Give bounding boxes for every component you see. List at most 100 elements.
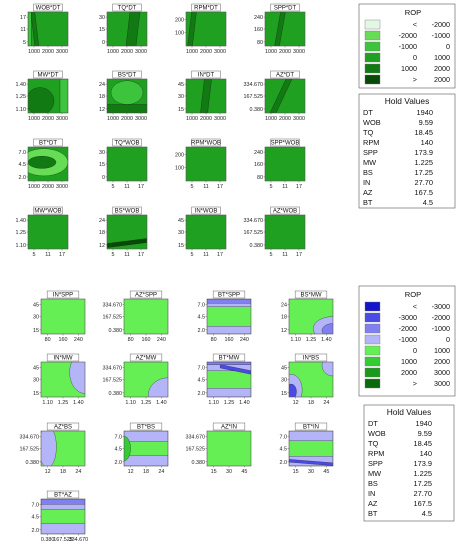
y-tick-label: 45 [178, 218, 184, 224]
y-tick-label: 7.0 [280, 434, 288, 440]
y-tick-label: 45 [33, 365, 39, 371]
contour-field [41, 362, 85, 397]
y-tick-label: 2.0 [32, 528, 40, 534]
panel-title-box [191, 3, 221, 12]
panel-bs-mw: BS*MW 1.10 1.25 1.40 24 18 12 [281, 290, 334, 343]
x-tick-label: 11 [203, 252, 209, 258]
hold-value: 167.5 [414, 499, 433, 508]
contour-region [207, 362, 251, 365]
x-tick-label: 15 [211, 469, 217, 475]
hold-value-name: MW [368, 469, 381, 478]
x-tick-label: 1.10 [290, 337, 301, 343]
panel-in-dt: IN*DT 1000 2000 3000 45 30 15 [178, 70, 227, 122]
y-tick-label: 17 [20, 15, 26, 21]
y-tick-label: 240 [254, 150, 263, 156]
x-tick-label: 1.40 [321, 337, 332, 343]
x-tick-label: 24 [75, 469, 81, 475]
x-tick-label: 45 [323, 469, 329, 475]
contour-field [186, 12, 226, 46]
x-tick-label: 80 [45, 337, 51, 343]
x-tick-label: 45 [241, 469, 247, 475]
y-tick-label: 0.380 [192, 460, 206, 466]
y-tick-label: 15 [99, 27, 105, 33]
contour-region [59, 79, 68, 113]
panel-title-box [294, 422, 328, 431]
x-tick-label: 5 [33, 252, 36, 258]
legend-range-high: -2000 [432, 313, 450, 322]
y-tick-label: 30 [33, 378, 39, 384]
y-tick-label: 15 [33, 328, 39, 334]
x-tick-label: 160 [142, 337, 151, 343]
hold-value: 1940 [416, 419, 432, 428]
x-tick-label: 1000 [265, 49, 277, 55]
panel-title-box [112, 206, 142, 215]
legend-range-high: 2000 [434, 75, 450, 84]
panel-title-box [129, 290, 163, 299]
hold-value-name: BT [368, 509, 378, 518]
hold-values-table: Hold Values DT 1940 WOB 9.59 TQ 18.45 RPM 140 SPP… [363, 404, 455, 522]
y-tick-label: 0.380 [250, 107, 264, 113]
panel-bs-dt: BS*DT 1000 2000 3000 24 18 12 [99, 70, 148, 122]
legend-range-high: 3000 [434, 379, 450, 388]
contour-field [124, 431, 168, 466]
panel-title-box [270, 138, 300, 147]
panel-title-box [112, 138, 142, 147]
legend-range-high: 1000 [434, 346, 450, 355]
contour-base [28, 215, 68, 249]
contour-base [207, 431, 251, 466]
y-tick-label: 7.0 [115, 434, 123, 440]
x-tick-label: 1.10 [42, 400, 53, 406]
hold-value: 4.5 [422, 509, 432, 518]
panel-title-box [191, 138, 221, 147]
x-tick-label: 3000 [214, 116, 226, 122]
x-tick-label: 11 [124, 252, 130, 258]
panel-az-bs: AZ*BS 12 18 24 334.670 167.525 0.380 [20, 422, 86, 475]
contour-base [186, 147, 226, 181]
panel-title: MW*DT [38, 73, 59, 79]
panel-title: BT*AZ [54, 493, 72, 499]
y-tick-label: 4.5 [32, 515, 40, 521]
y-tick-label: 45 [281, 365, 287, 371]
hold-value: 27.70 [414, 489, 433, 498]
contour-field [28, 215, 68, 249]
hold-value: 18.45 [414, 439, 433, 448]
hold-value-name: BS [363, 168, 373, 177]
x-tick-label: 2000 [42, 49, 54, 55]
x-tick-label: 30 [226, 469, 232, 475]
y-tick-label: 167.525 [103, 315, 123, 321]
x-tick-label: 1.25 [224, 400, 235, 406]
y-tick-label: 4.5 [198, 315, 206, 321]
y-tick-label: 7.0 [198, 302, 206, 308]
hold-value-name: IN [363, 178, 370, 187]
x-tick-label: 15 [293, 469, 299, 475]
y-tick-label: 0.380 [250, 243, 264, 249]
hold-value-name: BT [363, 198, 373, 207]
contour-base [265, 215, 305, 249]
panel-rpm-wob: RPM*WOB 5 11 17 200 100 [175, 138, 227, 190]
y-tick-label: 0 [102, 40, 105, 46]
x-tick-label: 1000 [28, 116, 40, 122]
y-tick-label: 200 [175, 152, 184, 158]
x-tick-label: 1000 [186, 49, 198, 55]
contour-region [207, 388, 251, 397]
panel-title: BT*DT [39, 141, 57, 147]
y-tick-label: 167.525 [103, 378, 123, 384]
contour-region [28, 87, 55, 113]
panel-title: IN*DT [198, 73, 215, 79]
hold-value: 4.5 [423, 198, 433, 207]
y-tick-label: 30 [99, 15, 105, 21]
y-tick-label: 0.380 [109, 328, 123, 334]
x-tick-label: 1.25 [58, 400, 69, 406]
x-tick-label: 1000 [107, 116, 119, 122]
x-tick-label: 240 [157, 337, 166, 343]
y-tick-label: 100 [175, 165, 184, 171]
x-tick-label: 12 [128, 469, 134, 475]
y-tick-label: 7.0 [198, 365, 206, 371]
x-tick-label: 2000 [42, 116, 54, 122]
contour-field [265, 12, 305, 46]
hold-values-table: Hold Values DT 1940 WOB 9.59 TQ 18.45 RPM 140 SPP… [358, 93, 456, 209]
x-tick-label: 1.40 [156, 400, 167, 406]
y-tick-label: 18 [99, 230, 105, 236]
legends: ROP < -2000 -2000 -1000 -1000 0 0 1000 1000 2000 > 2… [358, 3, 456, 522]
legend-range-high: 2000 [434, 357, 450, 366]
